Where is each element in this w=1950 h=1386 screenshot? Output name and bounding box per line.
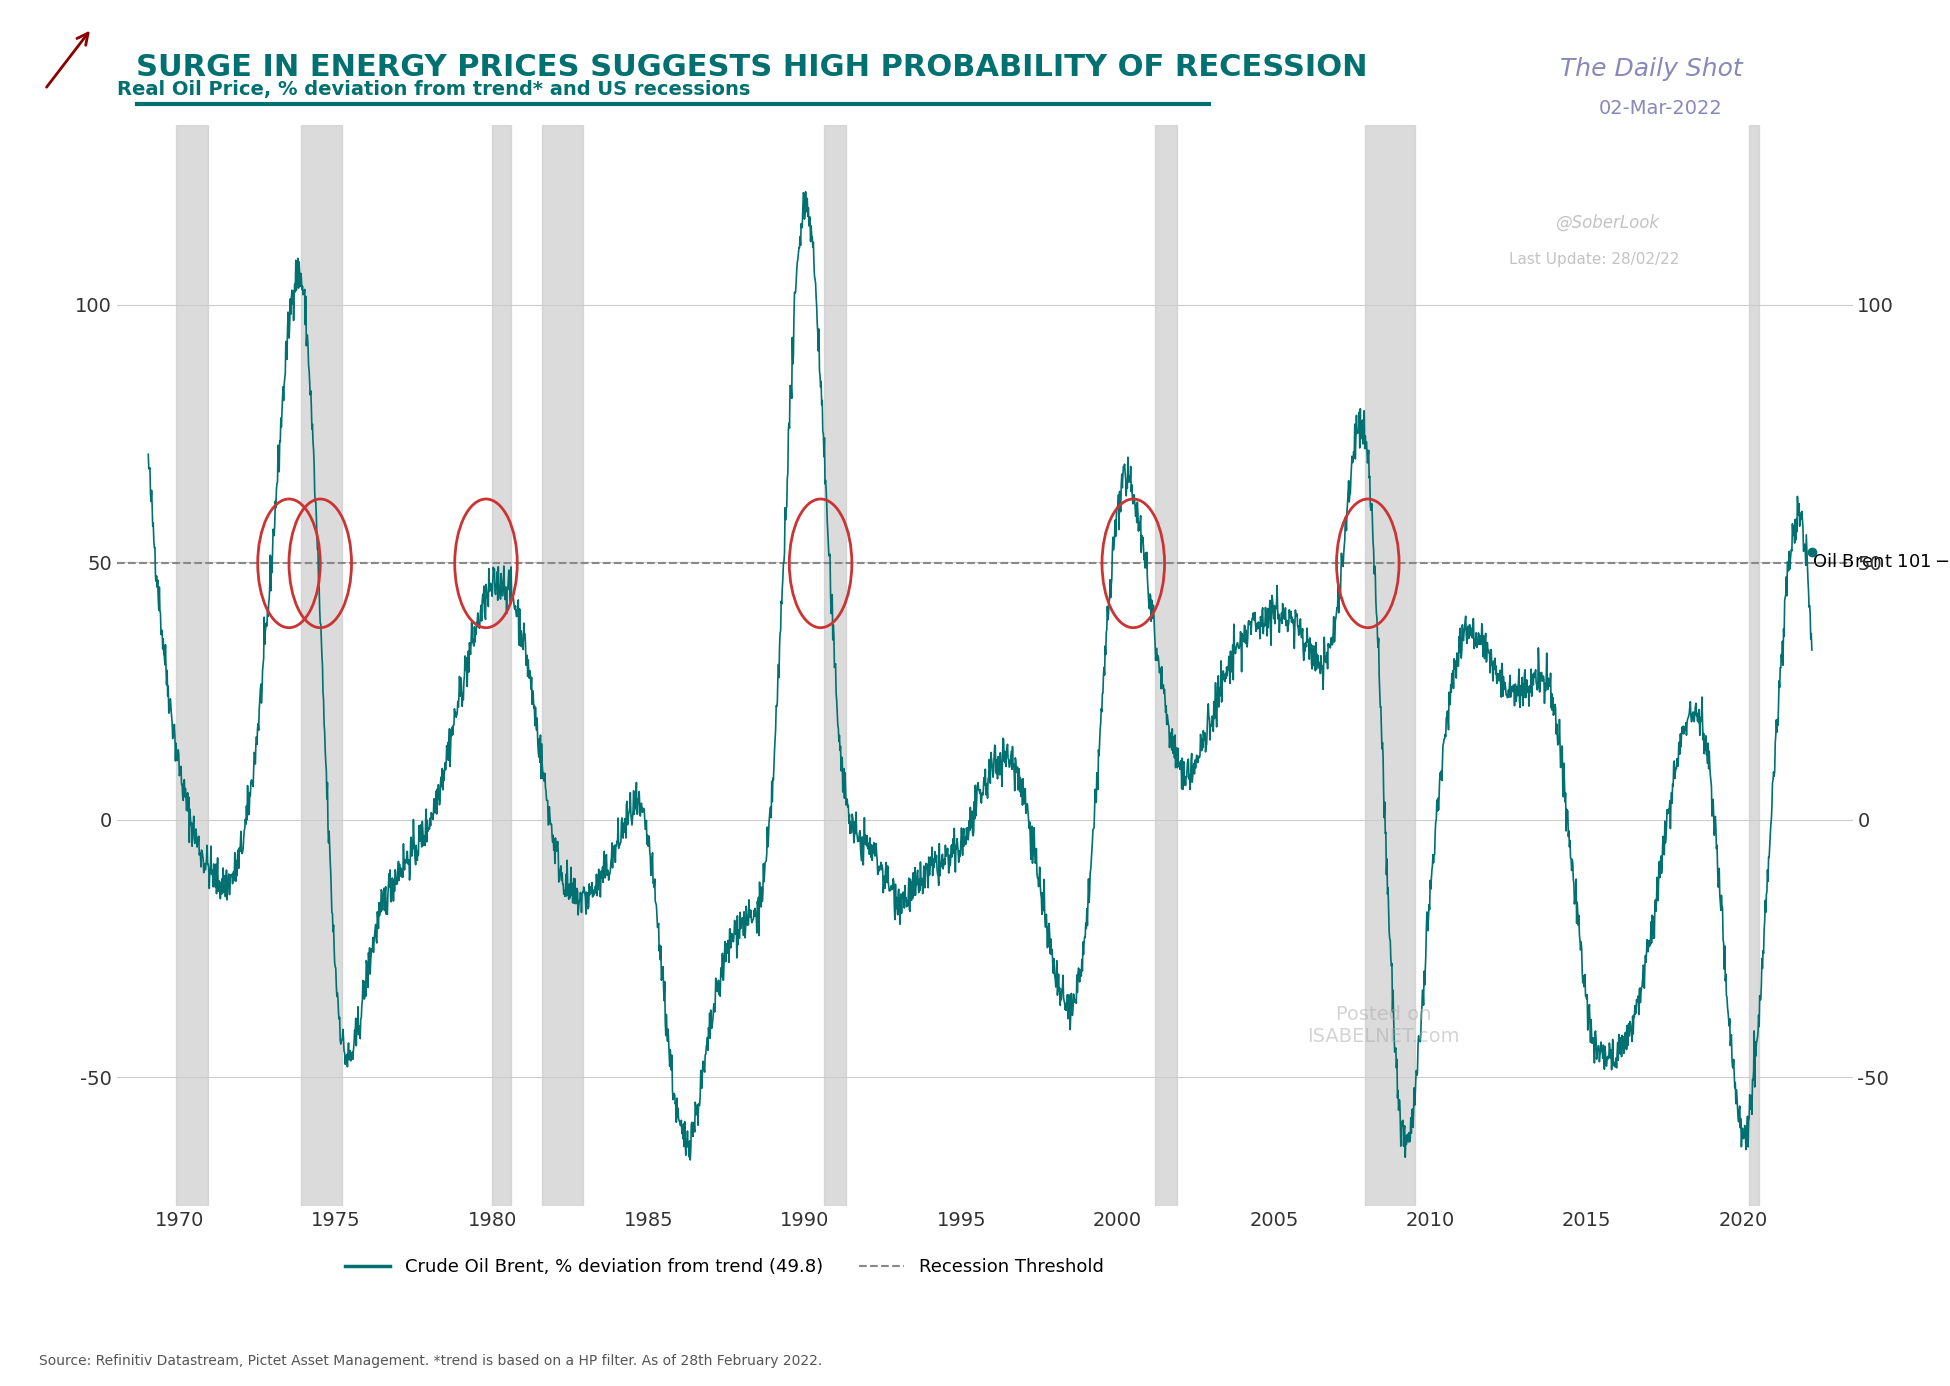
Text: Real Oil Price, % deviation from trend* and US recessions: Real Oil Price, % deviation from trend* …: [117, 80, 751, 98]
Bar: [823, 125, 846, 1206]
Text: 02-Mar-2022: 02-Mar-2022: [1599, 98, 1722, 118]
FancyArrowPatch shape: [47, 33, 88, 87]
Text: Source: Refinitiv Datastream, Pictet Asset Management. *trend is based on a HP f: Source: Refinitiv Datastream, Pictet Ass…: [39, 1354, 823, 1368]
Bar: [491, 125, 511, 1206]
Legend: Crude Oil Brent, % deviation from trend (49.8), Recession Threshold: Crude Oil Brent, % deviation from trend …: [337, 1250, 1112, 1283]
Text: @SoberLook: @SoberLook: [1556, 213, 1659, 231]
Bar: [542, 125, 583, 1206]
Text: The Daily Shot: The Daily Shot: [1560, 57, 1743, 82]
Bar: [1749, 125, 1759, 1206]
Bar: [1365, 125, 1414, 1206]
Text: SURGE IN ENERGY PRICES SUGGESTS HIGH PROBABILITY OF RECESSION: SURGE IN ENERGY PRICES SUGGESTS HIGH PRO…: [136, 53, 1369, 82]
Bar: [1154, 125, 1178, 1206]
Text: Last Update: 28/02/22: Last Update: 28/02/22: [1509, 252, 1679, 266]
Bar: [302, 125, 341, 1206]
Text: Posted on
ISABELNET.com: Posted on ISABELNET.com: [1306, 1005, 1461, 1046]
Text: Oil Brent $101-$111: Oil Brent $101-$111: [1812, 553, 1950, 571]
Bar: [176, 125, 209, 1206]
